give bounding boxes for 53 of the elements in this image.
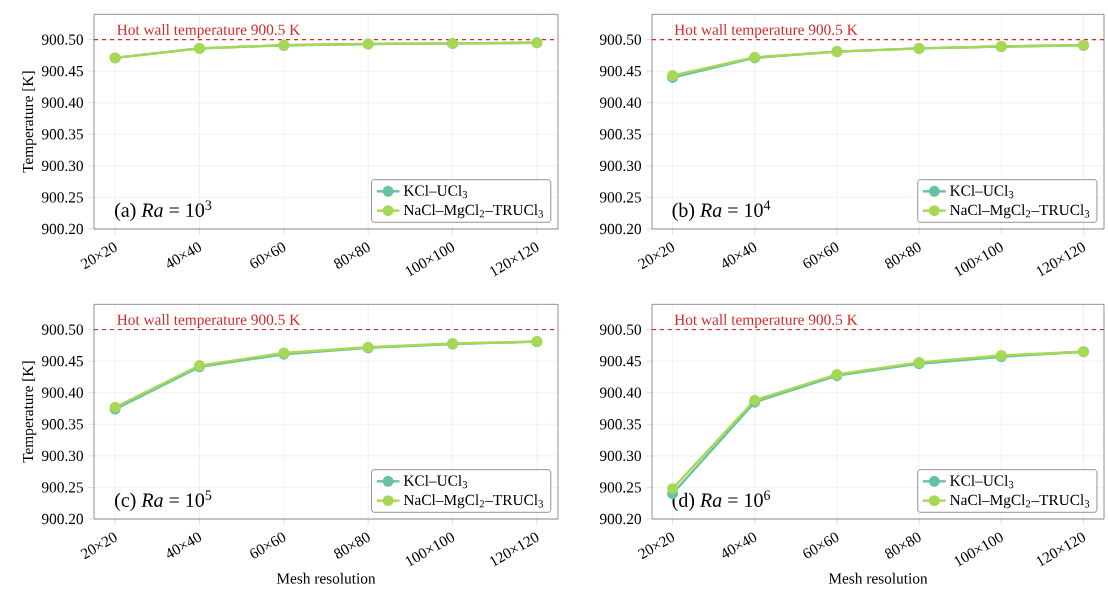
y-tick-label: 900.20: [41, 513, 84, 525]
y-tick-label: 900.45: [599, 65, 641, 77]
ref-line-label: Hot wall temperature 900.5 K: [117, 314, 301, 328]
y-tick-label: 900.20: [599, 223, 642, 235]
y-tick-label: 900.30: [41, 160, 84, 172]
y-tick-label: 900.50: [41, 34, 84, 45]
y-tick-label: 900.25: [599, 482, 641, 493]
y-tick-label: 900.30: [41, 450, 84, 462]
ref-line-label: Hot wall temperature 900.5 K: [674, 314, 858, 328]
y-tick-label: 900.25: [41, 192, 83, 203]
x-tick-label: 40×40: [722, 532, 757, 558]
y-axis-title: Temperature [K]: [22, 71, 37, 173]
x-tick-label: 40×40: [167, 532, 202, 558]
legend-label: NaCl–MgCl$_{2}$–TRUCl$_{3}$: [950, 494, 1090, 509]
ref-line-label: Hot wall temperature 900.5 K: [674, 24, 858, 38]
y-tick-label: 900.45: [41, 355, 83, 367]
y-tick-label: 900.50: [599, 34, 642, 45]
y-tick-label: 900.35: [599, 419, 641, 430]
legend-label: NaCl–MgCl$_{2}$–TRUCl$_{3}$: [950, 204, 1090, 219]
annotation: (c) Ra = 10$^{5}$: [115, 490, 212, 511]
legend-label: NaCl–MgCl$_{2}$–TRUCl$_{3}$: [403, 204, 544, 219]
y-tick-label: 900.20: [599, 513, 642, 525]
annotation: (b) Ra = 10$^{4}$: [672, 200, 771, 221]
legend-label: KCl–UCl$_{3}$: [403, 185, 468, 199]
y-tick-label: 900.25: [599, 192, 641, 203]
x-tick-label: 40×40: [722, 242, 757, 268]
y-tick-label: 900.50: [599, 324, 642, 335]
legend-label: KCl–UCl$_{3}$: [950, 185, 1014, 199]
y-tick-label: 900.35: [41, 419, 83, 430]
x-tick-label: 60×60: [250, 532, 286, 559]
y-tick-label: 900.35: [599, 129, 641, 140]
y-tick-label: 900.40: [41, 387, 84, 398]
y-tick-label: 900.30: [599, 450, 642, 462]
legend-label: KCl–UCl$_{3}$: [403, 475, 468, 489]
y-tick-label: 900.45: [41, 65, 83, 77]
y-tick-label: 900.40: [599, 97, 642, 108]
y-tick-label: 900.30: [599, 160, 642, 172]
x-tick-label: 60×60: [250, 242, 286, 269]
x-axis-title: Mesh resolution: [276, 572, 376, 584]
y-tick-label: 900.40: [41, 97, 84, 108]
x-tick-label: 40×40: [167, 242, 202, 268]
x-axis-title: Mesh resolution: [828, 572, 928, 584]
y-axis-title: Temperature [K]: [22, 361, 37, 463]
y-tick-label: 900.20: [41, 223, 84, 235]
y-tick-label: 900.35: [41, 129, 83, 140]
y-tick-label: 900.40: [599, 387, 642, 398]
legend-label: KCl–UCl$_{3}$: [950, 475, 1014, 489]
legend-label: NaCl–MgCl$_{2}$–TRUCl$_{3}$: [403, 494, 544, 509]
y-tick-label: 900.45: [599, 355, 641, 367]
ref-line-label: Hot wall temperature 900.5 K: [117, 24, 301, 38]
annotation: (a) Ra = 10$^{3}$: [115, 200, 212, 221]
y-tick-label: 900.50: [41, 324, 84, 335]
y-tick-label: 900.25: [41, 482, 83, 493]
